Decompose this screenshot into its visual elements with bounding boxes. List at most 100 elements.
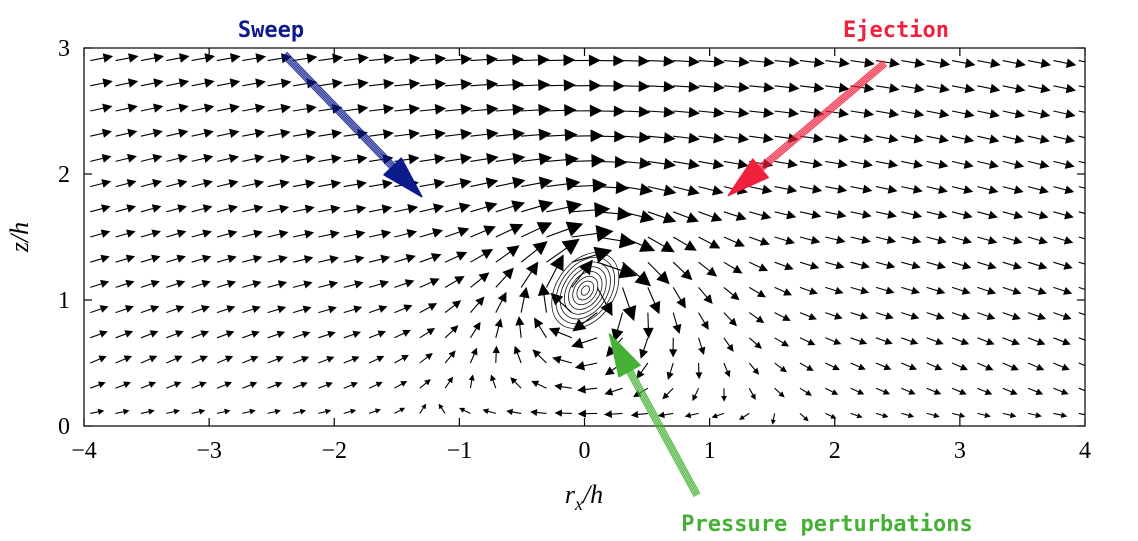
velocity-vector	[419, 379, 431, 389]
velocity-vector	[875, 159, 899, 169]
velocity-vector	[242, 280, 262, 289]
velocity-vector	[368, 330, 387, 339]
velocity-vector	[166, 128, 189, 138]
velocity-vector	[875, 362, 892, 371]
velocity-vector	[951, 109, 975, 119]
velocity-vector	[1027, 185, 1049, 195]
velocity-vector	[1027, 387, 1044, 395]
velocity-vector	[926, 286, 946, 295]
velocity-vector	[166, 254, 186, 263]
velocity-vector	[292, 255, 314, 264]
velocity-vector	[216, 305, 236, 314]
velocity-vector	[850, 159, 874, 169]
velocity-vector	[977, 210, 998, 220]
velocity-vector	[140, 179, 162, 188]
velocity-vector	[799, 362, 814, 371]
velocity-vector	[825, 412, 837, 419]
velocity-vector	[318, 179, 342, 189]
x-tick-label: 0	[579, 438, 591, 464]
velocity-vector	[571, 54, 601, 67]
velocity-vector	[166, 204, 187, 213]
velocity-vector	[723, 211, 747, 221]
velocity-vector	[140, 408, 155, 415]
velocity-vector	[774, 236, 796, 245]
velocity-vector	[495, 53, 524, 66]
velocity-vector	[419, 228, 444, 238]
velocity-vector	[495, 200, 525, 213]
velocity-vector	[596, 287, 613, 317]
velocity-vector	[318, 78, 343, 89]
velocity-vector	[673, 106, 701, 118]
velocity-vector	[977, 312, 996, 321]
velocity-vector	[571, 104, 603, 118]
velocity-vector	[662, 387, 674, 400]
velocity-vector	[368, 229, 392, 239]
velocity-vector	[1027, 337, 1046, 346]
velocity-vector	[1002, 312, 1021, 321]
velocity-vector	[115, 179, 137, 188]
velocity-vector	[546, 79, 576, 92]
velocity-vector	[343, 305, 363, 314]
velocity-vector	[850, 184, 873, 194]
velocity-vector	[799, 158, 823, 169]
velocity-vector	[630, 410, 648, 419]
velocity-vector	[242, 330, 260, 339]
velocity-vector	[521, 152, 553, 166]
velocity-vector	[318, 381, 333, 389]
velocity-vector	[926, 362, 943, 371]
velocity-vector	[115, 279, 135, 288]
velocity-vector	[419, 53, 447, 65]
velocity-vector	[191, 355, 208, 364]
velocity-vector	[666, 362, 674, 380]
pressure-perturbations-label: Pressure perturbations	[681, 512, 972, 537]
velocity-vector	[368, 204, 393, 214]
velocity-vector	[673, 211, 699, 223]
velocity-vector	[850, 133, 874, 144]
velocity-vector	[901, 235, 922, 245]
velocity-vector	[622, 131, 652, 144]
velocity-vector	[1053, 362, 1070, 371]
velocity-vector	[673, 81, 700, 93]
velocity-vector	[445, 128, 473, 140]
velocity-vector	[1002, 337, 1021, 346]
velocity-vector	[647, 81, 676, 93]
velocity-vector	[216, 229, 238, 239]
velocity-vector	[191, 408, 206, 415]
velocity-vector	[546, 54, 576, 67]
velocity-vector	[140, 128, 163, 138]
velocity-vector	[875, 210, 897, 219]
velocity-vector	[343, 229, 366, 239]
velocity-vector	[926, 337, 944, 346]
velocity-vector	[216, 280, 237, 289]
velocity-vector	[444, 226, 470, 238]
velocity-vector	[647, 55, 675, 67]
velocity-vector	[875, 83, 900, 93]
velocity-vector	[90, 53, 114, 63]
velocity-vector	[799, 107, 825, 118]
velocity-vector	[825, 82, 850, 93]
velocity-vector	[647, 106, 676, 118]
velocity-vector	[495, 152, 526, 165]
annotation-layer: Sweep Ejection Pressure perturbations	[238, 18, 973, 537]
velocity-vector	[216, 254, 237, 264]
velocity-vector	[669, 337, 678, 358]
pressure-contour	[580, 285, 590, 296]
velocity-vector	[723, 81, 750, 93]
velocity-vector	[1078, 337, 1085, 341]
velocity-vector	[510, 377, 522, 389]
velocity-vector	[850, 312, 869, 320]
velocity-vector	[495, 128, 526, 141]
velocity-vector	[574, 361, 598, 371]
velocity-vector	[723, 107, 750, 118]
velocity-vector	[875, 108, 900, 119]
velocity-vector	[343, 280, 364, 289]
velocity-vector	[506, 408, 522, 416]
velocity-vector	[267, 103, 292, 114]
velocity-vector	[951, 337, 970, 346]
velocity-vector	[470, 128, 499, 141]
velocity-vector	[799, 184, 823, 194]
velocity-vector	[267, 154, 291, 164]
velocity-vector	[774, 362, 787, 373]
velocity-vector	[799, 57, 825, 68]
velocity-vector	[622, 105, 651, 118]
